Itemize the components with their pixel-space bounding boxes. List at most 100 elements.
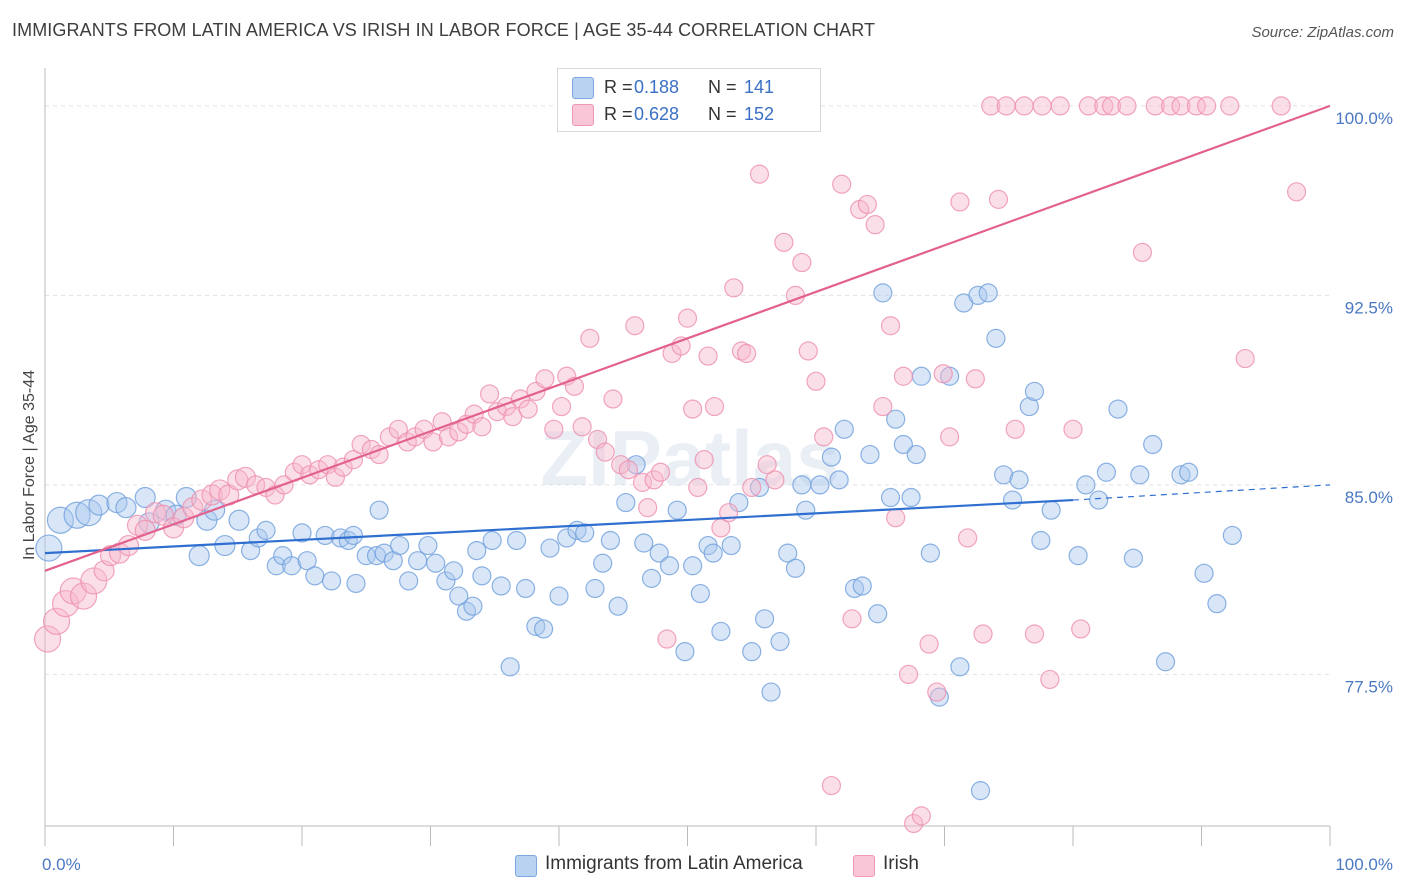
data-point xyxy=(282,556,302,576)
data-point xyxy=(1040,669,1060,690)
data-point xyxy=(683,399,703,419)
data-point xyxy=(644,470,664,490)
data-point xyxy=(906,444,926,465)
data-point xyxy=(649,543,669,563)
data-point xyxy=(919,634,939,654)
x-tick-label: 0.0% xyxy=(42,855,81,874)
data-point xyxy=(868,604,888,624)
data-point xyxy=(1130,465,1150,485)
data-point xyxy=(694,450,714,470)
data-point xyxy=(551,396,572,417)
data-point xyxy=(711,621,731,642)
data-point xyxy=(965,369,985,389)
data-point xyxy=(704,396,725,417)
data-point xyxy=(765,470,785,490)
data-point xyxy=(467,540,487,561)
legend-n-value: 152 xyxy=(744,104,775,124)
data-point xyxy=(343,525,363,546)
data-point xyxy=(731,341,752,361)
data-point xyxy=(600,530,621,551)
data-point xyxy=(1076,475,1096,495)
data-point xyxy=(144,502,167,524)
data-point xyxy=(1096,462,1117,482)
data-point xyxy=(774,232,794,252)
data-point xyxy=(33,625,62,653)
data-point xyxy=(1179,462,1199,482)
legend-swatch-pink xyxy=(572,104,594,126)
data-point xyxy=(832,174,852,194)
legend-r-label: R = xyxy=(604,77,633,97)
legend-label: Irish xyxy=(883,853,919,874)
data-point xyxy=(981,96,1001,116)
data-point xyxy=(1068,546,1088,566)
data-point xyxy=(729,492,749,513)
data-point xyxy=(1197,96,1217,116)
data-point xyxy=(986,328,1006,348)
data-point xyxy=(893,434,913,455)
legend-swatch-blue xyxy=(572,77,594,99)
y-tick-label: 77.5% xyxy=(1345,677,1393,696)
legend-n-label: N = xyxy=(708,104,737,124)
data-point xyxy=(297,551,317,571)
data-point xyxy=(1145,96,1165,116)
data-point xyxy=(346,573,366,594)
data-point xyxy=(266,556,286,576)
data-point xyxy=(950,657,970,677)
data-point xyxy=(657,629,677,649)
data-point xyxy=(115,497,137,519)
data-point xyxy=(806,371,826,391)
data-point xyxy=(480,384,500,404)
data-point xyxy=(929,687,949,707)
data-point xyxy=(608,596,628,616)
data-point xyxy=(533,619,554,639)
data-point xyxy=(449,586,469,606)
data-point xyxy=(886,508,906,528)
data-point xyxy=(927,682,947,702)
data-point xyxy=(518,399,538,419)
data-point xyxy=(893,366,913,386)
data-point xyxy=(487,402,507,422)
data-point xyxy=(456,601,477,621)
data-point xyxy=(418,535,438,556)
data-point xyxy=(214,534,236,557)
data-point xyxy=(75,499,103,527)
data-point xyxy=(770,631,790,652)
data-point xyxy=(757,455,777,475)
data-point xyxy=(1050,96,1070,116)
data-point xyxy=(390,535,410,556)
data-point xyxy=(256,520,276,540)
data-point xyxy=(911,366,931,386)
data-point xyxy=(994,465,1014,485)
data-point xyxy=(88,494,110,516)
legend-n-label: N = xyxy=(708,77,737,97)
axes xyxy=(44,68,1331,846)
data-point xyxy=(842,609,862,629)
data-point xyxy=(796,500,816,520)
data-point xyxy=(785,558,806,578)
data-point xyxy=(650,462,671,482)
legend-n-value: 141 xyxy=(744,77,775,97)
data-point xyxy=(950,192,970,212)
data-point xyxy=(1171,96,1191,116)
data-point xyxy=(351,434,371,455)
data-point xyxy=(585,578,605,599)
data-point xyxy=(1171,465,1191,485)
data-point xyxy=(625,316,645,336)
data-point xyxy=(742,642,762,662)
data-point xyxy=(526,616,546,636)
series-legend: Immigrants from Latin America Irish xyxy=(0,852,1406,878)
legend-swatch-pink xyxy=(853,855,875,877)
data-point xyxy=(234,466,257,488)
data-point xyxy=(618,460,638,480)
data-point xyxy=(638,498,658,518)
data-point xyxy=(865,215,885,235)
data-point xyxy=(778,543,798,563)
data-point xyxy=(369,444,389,465)
data-point xyxy=(873,283,893,303)
data-point xyxy=(575,523,595,543)
data-point xyxy=(792,475,812,495)
data-point xyxy=(1032,96,1052,116)
data-point xyxy=(632,472,653,492)
data-point xyxy=(42,607,71,635)
